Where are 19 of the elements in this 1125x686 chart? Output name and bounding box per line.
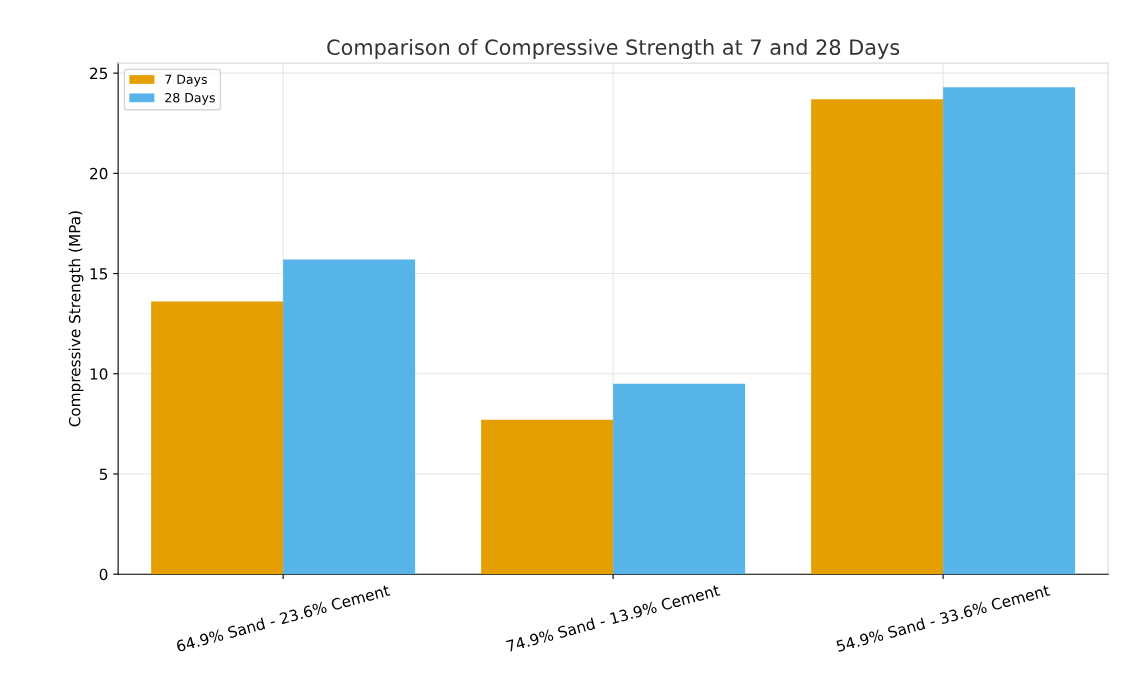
y-tick-label: 5 xyxy=(99,468,108,480)
x-tick-label: 64.9% Sand - 23.6% Cement xyxy=(175,584,391,653)
bar xyxy=(943,87,1076,575)
y-axis-title: Compressive Strength (MPa) xyxy=(68,211,84,427)
y-tick-label: 10 xyxy=(90,368,108,380)
y-tick-label: 20 xyxy=(90,167,108,180)
y-tick-label: 15 xyxy=(90,268,108,280)
x-tick-label: 54.9% Sand - 33.6% Cement xyxy=(835,584,1051,653)
y-tick-label: 25 xyxy=(90,67,108,80)
bar xyxy=(481,419,614,575)
legend-label: 7 Days xyxy=(165,74,207,87)
x-tick-label: 74.9% Sand - 13.9% Cement xyxy=(505,584,721,653)
y-tick-label: 0 xyxy=(99,568,108,581)
legend-label: 28 Days xyxy=(165,92,215,105)
bar xyxy=(151,301,284,575)
bar xyxy=(613,383,746,575)
chart-title: Comparison of Compressive Strength at 7 and 28 Days xyxy=(327,38,900,60)
bar xyxy=(283,259,416,575)
bar xyxy=(811,99,944,575)
